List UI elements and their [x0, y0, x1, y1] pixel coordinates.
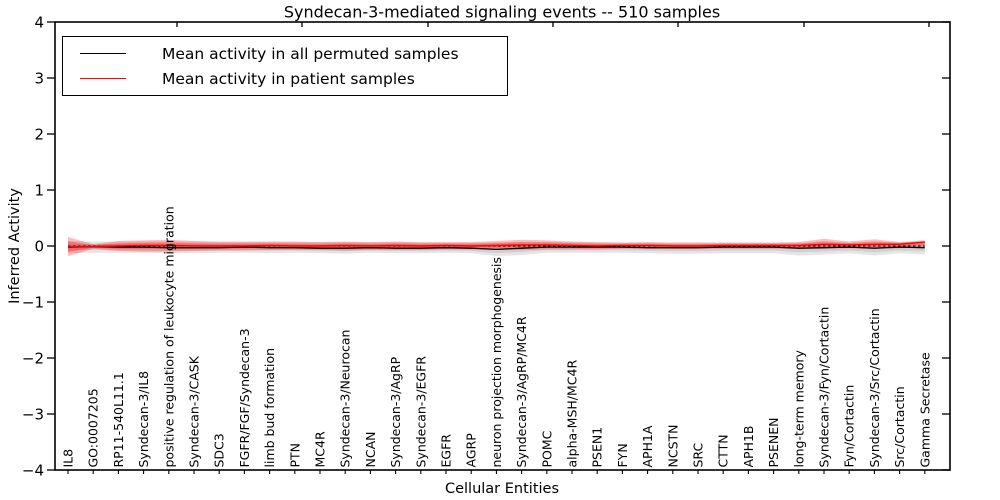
x-tick-label: FYN [615, 443, 630, 467]
y-tick-label: 2 [34, 126, 44, 144]
x-tick-label: FGFR/FGF/Syndecan-3 [237, 328, 252, 467]
permuted-mean-line [67, 245, 925, 251]
x-tick-label: PSENEN [766, 418, 781, 468]
x-tick-label: Syndecan-3/Src/Cortactin [867, 308, 882, 467]
x-tick-label: AGRP [464, 433, 479, 468]
x-tick-label: limb bud formation [262, 348, 277, 468]
x-tick-label: APH1A [640, 425, 655, 467]
patient-band-inner [68, 241, 925, 252]
x-tick-label: Syndecan-3/Fyn/Cortactin [817, 307, 832, 468]
x-tick-label: APH1B [741, 425, 756, 467]
x-tick-label: positive regulation of leukocyte migrati… [161, 206, 176, 467]
y-tick-label: 3 [34, 70, 44, 88]
x-tick-label: NCAN [363, 432, 378, 468]
legend-entry-patient: Mean activity in patient samples [63, 70, 507, 88]
x-tick-label: Fyn/Cortactin [842, 385, 857, 468]
x-tick-label: PTN [287, 443, 302, 468]
y-tick-label: −2 [22, 350, 44, 368]
legend-line-permuted-samples [80, 53, 126, 54]
x-tick-label: MC4R [313, 431, 328, 467]
x-tick-label: POMC [539, 430, 554, 467]
y-tick-label: −1 [22, 294, 44, 312]
y-tick-label: 0 [34, 238, 44, 256]
x-tick-label: PSEN1 [590, 427, 605, 468]
x-tick-label: Syndecan-3/AgRP [388, 356, 403, 467]
x-tick-label: IL8 [61, 449, 76, 468]
x-tick-label: Syndecan-3/IL8 [136, 371, 151, 468]
legend-line-patient-samples [80, 78, 126, 79]
x-tick-label: EGFR [439, 434, 454, 468]
x-tick-label: RP11-540L11.1 [111, 372, 126, 467]
permuted-band-outer [68, 241, 925, 257]
x-tick-label: alpha-MSH/MC4R [565, 360, 580, 468]
legend-label-patient: Mean activity in patient samples [162, 69, 415, 88]
y-tick-label: 4 [34, 14, 44, 32]
x-tick-label: NCSTN [665, 425, 680, 468]
y-tick-label: 1 [34, 182, 44, 200]
x-tick-label: Gamma Secretase [917, 352, 932, 467]
x-tick-label: Syndecan-3/Neurocan [338, 330, 353, 468]
x-tick-label: SRC [691, 443, 706, 468]
y-tick-label: −3 [22, 406, 44, 424]
y-tick-label: −4 [22, 462, 44, 480]
patient-band-outer [68, 237, 925, 257]
x-tick-label: Syndecan-3/CASK [187, 355, 202, 467]
legend: Mean activity in all permuted samples Me… [62, 36, 508, 96]
x-axis-title: Cellular Entities [444, 481, 560, 497]
x-tick-label: CTTN [716, 434, 731, 467]
x-tick-label: neuron projection morphogenesis [489, 257, 504, 468]
x-tick-label: Syndecan-3/EGFR [413, 356, 428, 468]
patient-mean-line [68, 241, 925, 248]
chart-title: Syndecan-3-mediated signaling events -- … [283, 2, 721, 22]
x-tick-label: Syndecan-3/AgRP/MC4R [514, 316, 529, 467]
legend-entry-permuted: Mean activity in all permuted samples [63, 45, 507, 63]
x-tick-label: GO:0007205 [86, 388, 101, 467]
x-tick-label: long-term memory [791, 350, 806, 468]
legend-label-permuted: Mean activity in all permuted samples [162, 44, 459, 63]
y-axis-title: Inferred Activity [7, 188, 23, 304]
x-tick-label: SDC3 [212, 433, 227, 467]
x-tick-label: Src/Cortactin [892, 386, 907, 467]
